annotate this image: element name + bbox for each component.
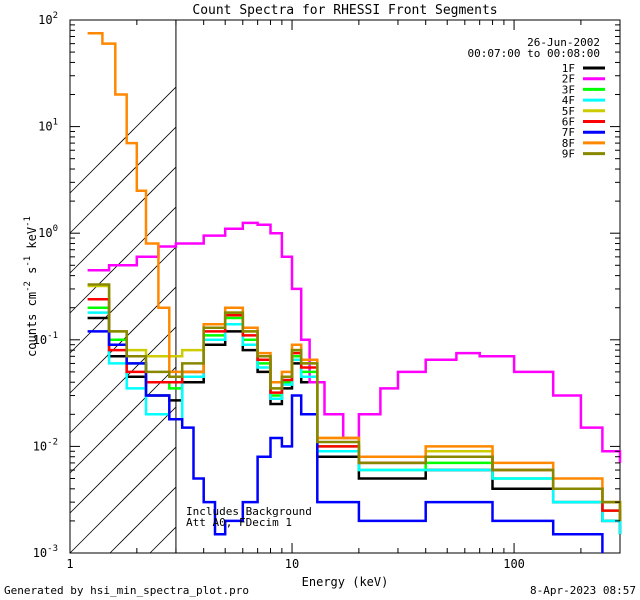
hatch-line: [109, 486, 177, 554]
legend-label-6F: 6F: [562, 116, 575, 129]
series-layer: [87, 32, 622, 553]
y-tick-label: 10-2: [33, 437, 58, 453]
legend-date: 26-Jun-2002: [527, 36, 600, 49]
hatch-line: [149, 526, 177, 554]
hatch-line: [69, 366, 177, 474]
hatch-line: [69, 326, 177, 434]
plot-frame: [69, 19, 621, 554]
legend-label-8F: 8F: [562, 137, 575, 150]
hatch-line: [69, 406, 177, 514]
y-axis-ticks: 10-3 10-2 10-1 100 101 102: [33, 11, 620, 560]
y-axis-label: counts cm-2 s-1 keV-1: [23, 216, 39, 357]
hatch-line: [69, 126, 177, 234]
footer-date: 8-Apr-2023 08:57: [530, 584, 636, 597]
y-tick-label: 100: [38, 224, 58, 240]
series-2F: [87, 221, 622, 463]
legend-label-5F: 5F: [562, 105, 575, 118]
hatch-line: [69, 86, 177, 194]
legend-label-7F: 7F: [562, 126, 575, 139]
series-9F: [87, 283, 622, 521]
series-7F: [87, 330, 604, 553]
hatch-line: [69, 246, 177, 354]
y-tick-label: 101: [38, 118, 58, 134]
footer-generated-by: Generated by hsi_min_spectra_plot.pro: [4, 584, 250, 597]
excluded-region-hatch: [69, 20, 177, 554]
chart-title: Count Spectra for RHESSI Front Segments: [192, 3, 497, 18]
x-axis-label: Energy (keV): [302, 575, 389, 589]
x-tick-label: 1: [66, 557, 73, 571]
legend-label-2F: 2F: [562, 73, 575, 86]
x-tick-label: 10: [285, 557, 299, 571]
x-tick-label: 100: [503, 557, 525, 571]
series-8F: [87, 32, 622, 511]
x-axis-ticks: 1 10 100: [66, 20, 621, 571]
hatch-line: [69, 206, 177, 314]
legend-label-3F: 3F: [562, 83, 575, 96]
series-5F: [87, 284, 622, 521]
annotation-line: Includes Background: [186, 505, 312, 518]
legend-label-1F: 1F: [562, 62, 575, 75]
legend-label-4F: 4F: [562, 94, 575, 107]
y-tick-label: 10-3: [33, 544, 58, 560]
annotation-line: Att A0, FDecim 1: [186, 516, 292, 529]
y-tick-label: 10-1: [33, 331, 58, 347]
legend-label-9F: 9F: [562, 148, 575, 161]
y-tick-label: 102: [38, 11, 58, 27]
hatch-line: [69, 446, 177, 554]
legend-time-range: 00:07:00 to 00:08:00: [468, 47, 600, 60]
hatch-line: [69, 166, 177, 274]
y-axis-label-text: counts cm-2 s-1 keV-1: [23, 216, 39, 357]
